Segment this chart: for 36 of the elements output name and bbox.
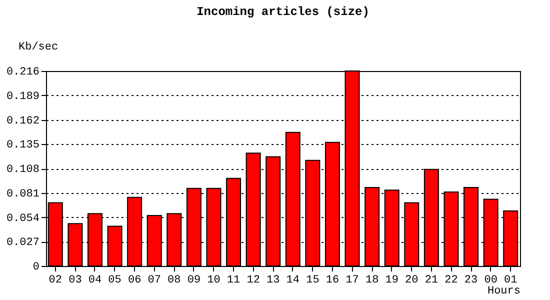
x-tick-label: 05 <box>108 274 122 286</box>
x-tick-label: 00 <box>484 274 498 286</box>
x-tick-label: 20 <box>405 274 418 286</box>
x-axis-title: Hours <box>487 286 520 298</box>
x-tick-label: 15 <box>306 274 320 286</box>
x-tick-label: 16 <box>326 274 340 286</box>
x-tick-label: 04 <box>88 274 102 286</box>
y-tick-label: 0.027 <box>6 237 40 250</box>
y-tick-label: 0.081 <box>6 188 40 200</box>
y-tick-label: 0.189 <box>6 90 40 103</box>
x-tick-label: 19 <box>385 274 398 286</box>
x-tick-label: 10 <box>207 274 220 286</box>
x-tick-label: 01 <box>504 274 518 286</box>
y-tick-label: 0 <box>32 262 40 274</box>
y-tick-label: 0.054 <box>6 212 40 225</box>
x-tick-label: 02 <box>48 274 62 286</box>
y-tick-label: 0.216 <box>6 66 40 78</box>
x-tick-label: 23 <box>464 274 478 286</box>
x-tick-label: 11 <box>226 274 241 286</box>
x-tick-label: 21 <box>424 274 438 286</box>
x-tick-label: 12 <box>246 274 260 286</box>
x-tick-label: 03 <box>68 274 82 286</box>
y-axis-title: Kb/sec <box>18 42 58 54</box>
y-tick-label: 0.108 <box>6 164 40 176</box>
y-tick-label: 0.135 <box>6 140 40 152</box>
x-tick-label: 07 <box>148 274 161 286</box>
x-tick-label: 14 <box>286 274 300 286</box>
x-tick-label: 08 <box>168 274 181 286</box>
x-tick-label: 22 <box>444 274 458 286</box>
x-tick-label: 18 <box>365 274 379 286</box>
x-tick-label: 09 <box>187 274 201 286</box>
y-tick-label: 0.162 <box>6 115 40 128</box>
chart-title: Incoming articles (size) <box>196 5 370 19</box>
x-tick-label: 17 <box>346 274 359 286</box>
x-tick-label: 06 <box>128 274 142 286</box>
x-tick-label: 13 <box>266 274 280 286</box>
